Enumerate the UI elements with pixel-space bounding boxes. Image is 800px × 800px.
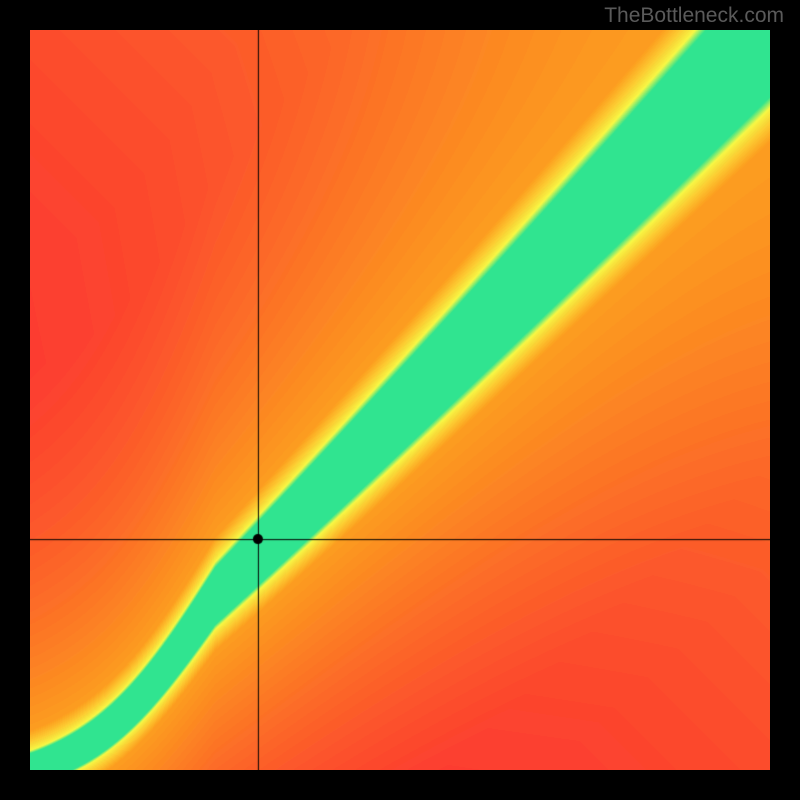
heatmap-chart	[30, 30, 770, 770]
heatmap-canvas	[30, 30, 770, 770]
chart-container: TheBottleneck.com	[0, 0, 800, 800]
watermark-text: TheBottleneck.com	[604, 4, 784, 28]
